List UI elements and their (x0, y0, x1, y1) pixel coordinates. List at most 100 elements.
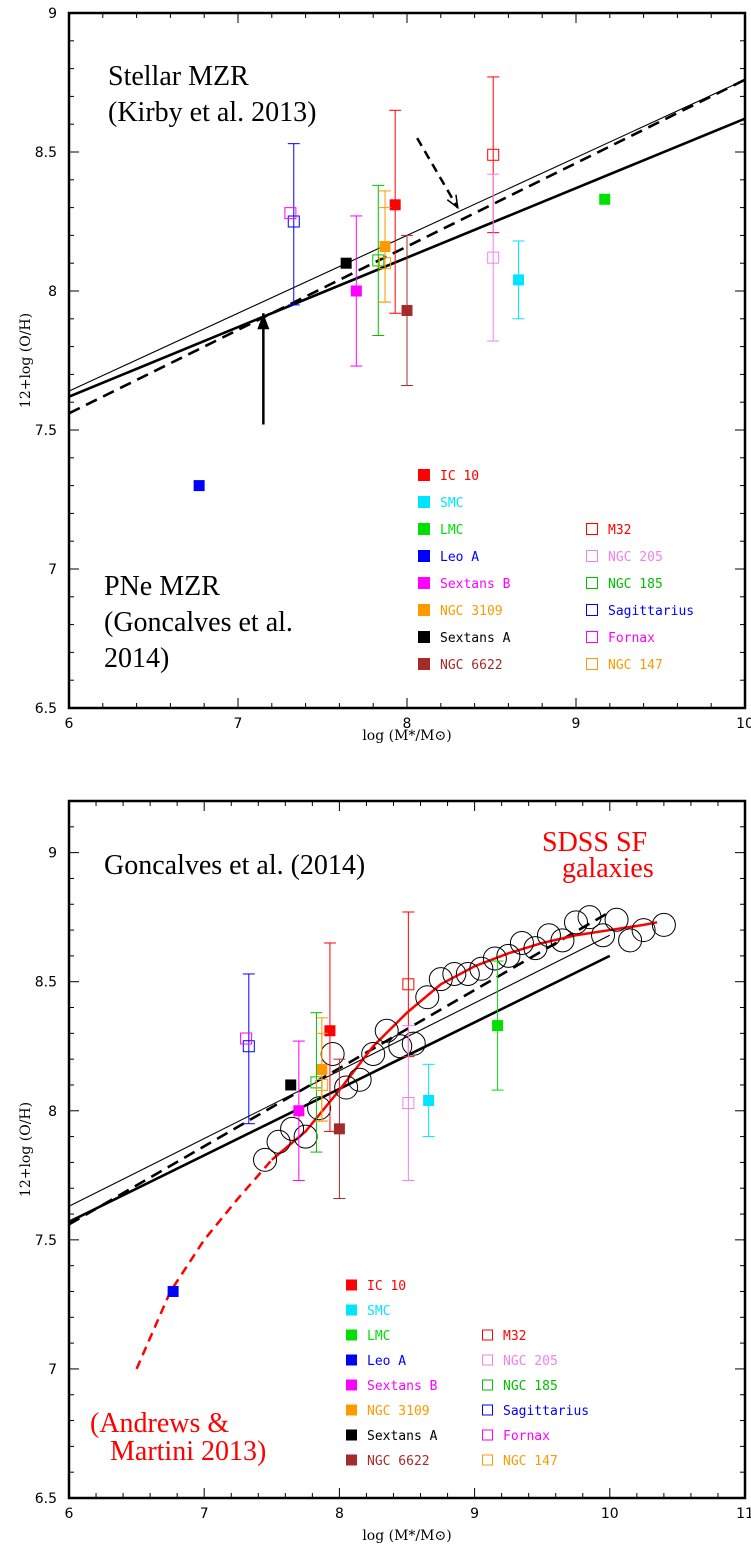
legend-label: SMC (440, 496, 463, 511)
sdss-bin-point (334, 1075, 359, 1100)
legend-label: SMC (367, 1304, 390, 1319)
y-tick-label: 8 (48, 284, 57, 300)
annotation-text: (Andrews & Martini 2013) (90, 1408, 266, 1467)
sdss-bin-point (266, 1129, 291, 1154)
annotation-text: PNe MZR (Goncalves et al. 2014) (104, 571, 293, 674)
galaxy-point (350, 285, 362, 297)
galaxy-point (287, 215, 300, 228)
andrews-martini-curve-dashed (135, 1159, 273, 1370)
mzr-line-dashed (69, 78, 745, 415)
galaxy-point (402, 978, 415, 991)
sdss-bin-point (523, 936, 548, 961)
galaxy-point (389, 199, 401, 211)
galaxy-point (379, 257, 392, 270)
legend-marker (418, 658, 430, 670)
legend-marker (482, 1454, 493, 1466)
legend-marker (418, 604, 430, 616)
legend-label: NGC 6622 (440, 658, 503, 673)
legend-label: IC 10 (440, 469, 479, 484)
annotation-text: SDSS SF galaxies (542, 827, 654, 884)
sdss-bin-point (536, 923, 561, 948)
legend-label: NGC 147 (608, 658, 663, 673)
sdss-bin-point (496, 943, 521, 968)
legend-label: Sextans B (440, 577, 511, 592)
y-axis-label: 12+log (O/H) (18, 313, 34, 408)
arrow-shaft (416, 137, 459, 209)
legend-label: Sextans B (367, 1379, 438, 1394)
sdss-bin-point (455, 961, 480, 986)
legend-label: NGC 147 (503, 1454, 558, 1469)
legend-label: NGC 3109 (367, 1404, 430, 1419)
sdss-bin-point (401, 1031, 426, 1056)
y-tick-label: 6.5 (35, 1491, 57, 1507)
x-tick-label: 10 (736, 716, 751, 732)
sdss-bin-point (604, 907, 629, 932)
annotation-line: (Goncalves et al. (104, 607, 293, 638)
legend-label: NGC 185 (503, 1379, 558, 1394)
galaxy-point (372, 254, 385, 267)
annotation-text: Goncalves et al. (2014) (104, 850, 365, 881)
sdss-bin-point (361, 1041, 386, 1066)
sdss-bin-point (469, 956, 494, 981)
legend-marker (482, 1354, 493, 1366)
annotation-line: Stellar MZR (108, 61, 249, 92)
sdss-bin-point (428, 967, 453, 992)
sdss-bin-point (509, 930, 534, 955)
sdss-bin-point (293, 1124, 318, 1149)
legend-label: Sagittarius (503, 1404, 589, 1419)
annotation-line: galaxies (562, 853, 654, 884)
legend-label: M32 (608, 523, 631, 538)
arrow-head (446, 194, 459, 210)
chart-panel-bottom: 6 7 8 9 10 11 6.5 7 7.5 8 8.5 9 log (M*/M⊙) 12+log (O… (18, 799, 751, 1544)
legend-marker (418, 631, 430, 643)
sdss-bin-point (577, 905, 602, 930)
sdss-bin-point (482, 946, 507, 971)
legend-label: LMC (367, 1329, 390, 1344)
sdss-bin-point (651, 912, 676, 937)
legend-marker (346, 1329, 357, 1341)
legend-label: NGC 185 (608, 577, 663, 592)
sdss-bin-point (591, 923, 616, 948)
galaxy-point (193, 480, 205, 492)
plot-frame (67, 799, 747, 1500)
annotation-text: Stellar MZR (Kirby et al. 2013) (108, 61, 316, 128)
galaxy-point (599, 193, 611, 205)
legend-marker (346, 1404, 357, 1416)
legend-label: NGC 205 (608, 550, 663, 565)
legend-label: Sagittarius (608, 604, 694, 619)
galaxy-point (487, 148, 500, 161)
sdss-bin-point (550, 928, 575, 953)
legend-label: NGC 6622 (367, 1454, 430, 1469)
y-axis-label: 12+log (O/H) (18, 1102, 34, 1197)
galaxy-point (492, 1020, 504, 1032)
galaxy-point (242, 1040, 255, 1053)
legend-label: Leo A (367, 1354, 406, 1369)
sdss-bin-point (253, 1147, 278, 1172)
legend-marker (418, 523, 430, 535)
legend: IC 10 SMC LMC Leo A Sextans B NGC 3109 Sextans… (418, 469, 694, 673)
galaxy-point (240, 1032, 253, 1045)
legend: IC 10 SMC LMC Leo A Sextans B NGC 3109 Sextans… (346, 1279, 589, 1469)
legend-marker (418, 469, 430, 481)
sdss-bin-point (320, 1041, 345, 1066)
legend-marker (586, 604, 598, 616)
legend-marker (482, 1429, 493, 1441)
legend-label: Fornax (608, 631, 655, 646)
y-tick-label: 9 (48, 6, 57, 22)
x-tick-label: 7 (234, 716, 243, 732)
legend-label: M32 (503, 1329, 526, 1344)
chart-panel-top: 6 7 8 9 10 6.5 7 7.5 8 8.5 9 log (M*/M⊙) 12+log (O/H… (18, 6, 751, 744)
annotation-line: SDSS SF (542, 827, 647, 858)
x-tick-label: 8 (403, 716, 412, 732)
galaxy-point (487, 251, 500, 264)
x-tick-label: 8 (335, 1506, 344, 1522)
legend-marker (346, 1279, 357, 1291)
galaxy-point (513, 274, 525, 286)
y-tick-label: 7.5 (35, 1233, 57, 1249)
legend-marker (418, 577, 430, 589)
annotation-line: (Kirby et al. 2013) (108, 97, 316, 128)
x-tick-label: 6 (65, 1506, 74, 1522)
legend-marker (346, 1429, 357, 1441)
x-tick-label: 10 (601, 1506, 619, 1522)
